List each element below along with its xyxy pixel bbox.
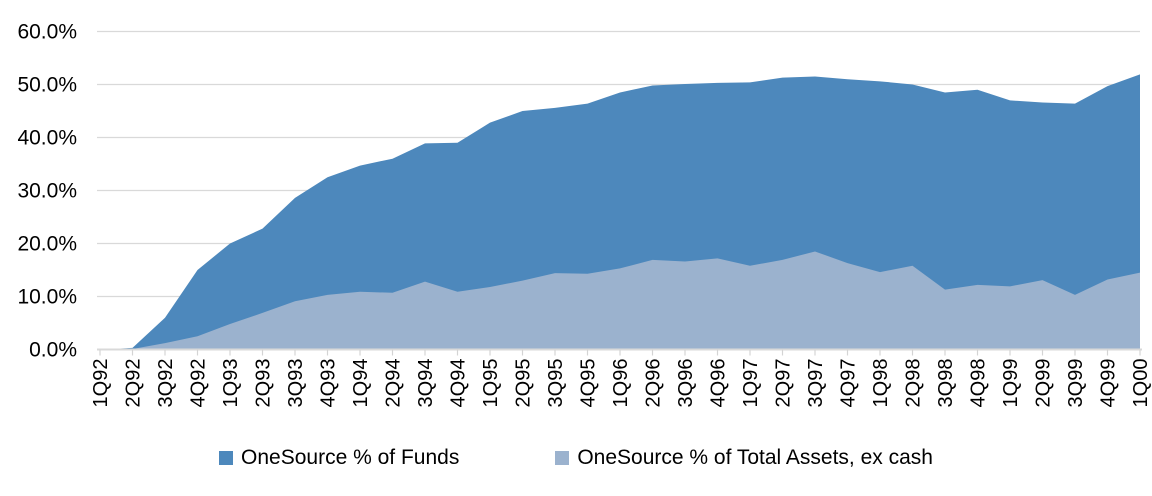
area-chart: 0.0% 10.0% 20.0% 30.0% 40.0% 50.0% 60.0% 1Q92 2Q… [17,21,1152,408]
x-axis-tick-label: 1Q00 [1130,359,1152,408]
x-axis-tick-label: 1Q97 [740,359,762,408]
x-axis-tick-label: 1Q99 [1000,359,1022,408]
x-axis-tick-label: 4Q97 [838,359,860,408]
x-axis-tick-label: 1Q93 [220,359,242,408]
x-axis-tick-label: 2Q93 [253,359,275,408]
x-axis-tick-label: 3Q95 [545,359,567,408]
x-axis-tick-label: 2Q99 [1033,359,1055,408]
legend-label-total-assets: OneSource % of Total Assets, ex cash [577,446,933,469]
x-axis-tick-label: 3Q93 [285,359,307,408]
x-axis-tick-label: 1Q92 [90,359,112,408]
x-axis-tick-label: 4Q95 [578,359,600,408]
x-axis-tick-label: 4Q98 [968,359,990,408]
legend-swatch-total-assets-icon [555,451,570,465]
y-axis-tick-label: 20.0% [17,233,77,256]
x-axis-tick-label: 4Q94 [448,359,470,408]
x-axis-tick-label: 3Q94 [415,359,437,408]
x-axis-tick-label: 4Q96 [708,359,730,408]
x-axis-tick-label: 4Q99 [1098,359,1120,408]
x-axis-tick-label: 2Q96 [643,359,665,408]
x-axis-tick-label: 1Q95 [480,359,502,408]
y-axis-tick-label: 0.0% [29,339,77,362]
x-axis-tick-label: 3Q99 [1065,359,1087,408]
x-axis-tick-label: 1Q94 [350,359,372,408]
legend-swatch-funds-icon [219,451,234,465]
y-axis-tick-label: 40.0% [17,127,77,150]
x-axis-tick-label: 2Q95 [513,359,535,408]
y-axis-tick-label: 10.0% [17,286,77,309]
x-axis-tick-label: 3Q98 [935,359,957,408]
x-axis-tick-label: 3Q92 [155,359,177,408]
x-axis-tick-label: 3Q96 [675,359,697,408]
chart-legend: OneSource % of Funds OneSource % of Tota… [0,446,1152,470]
x-axis-tick-label: 1Q96 [610,359,632,408]
x-axis-tick-label: 3Q97 [805,359,827,408]
legend-item-funds: OneSource % of Funds [219,446,459,470]
x-axis-tick-label: 4Q93 [318,359,340,408]
total-assets-area [100,251,1140,350]
y-axis-tick-label: 60.0% [17,21,77,44]
legend-label-funds: OneSource % of Funds [241,446,460,469]
legend-item-total-assets: OneSource % of Total Assets, ex cash [555,446,933,470]
x-axis-tick-label: 1Q98 [870,359,892,408]
x-axis-tick-label: 2Q97 [773,359,795,408]
x-axis-tick-label: 2Q94 [383,359,405,408]
x-axis-tick-label: 2Q98 [903,359,925,408]
y-axis-tick-label: 30.0% [17,180,77,203]
x-axis-tick-label: 4Q92 [188,359,210,408]
x-axis-tick-label: 2Q92 [123,359,145,408]
y-axis-tick-label: 50.0% [17,74,77,97]
